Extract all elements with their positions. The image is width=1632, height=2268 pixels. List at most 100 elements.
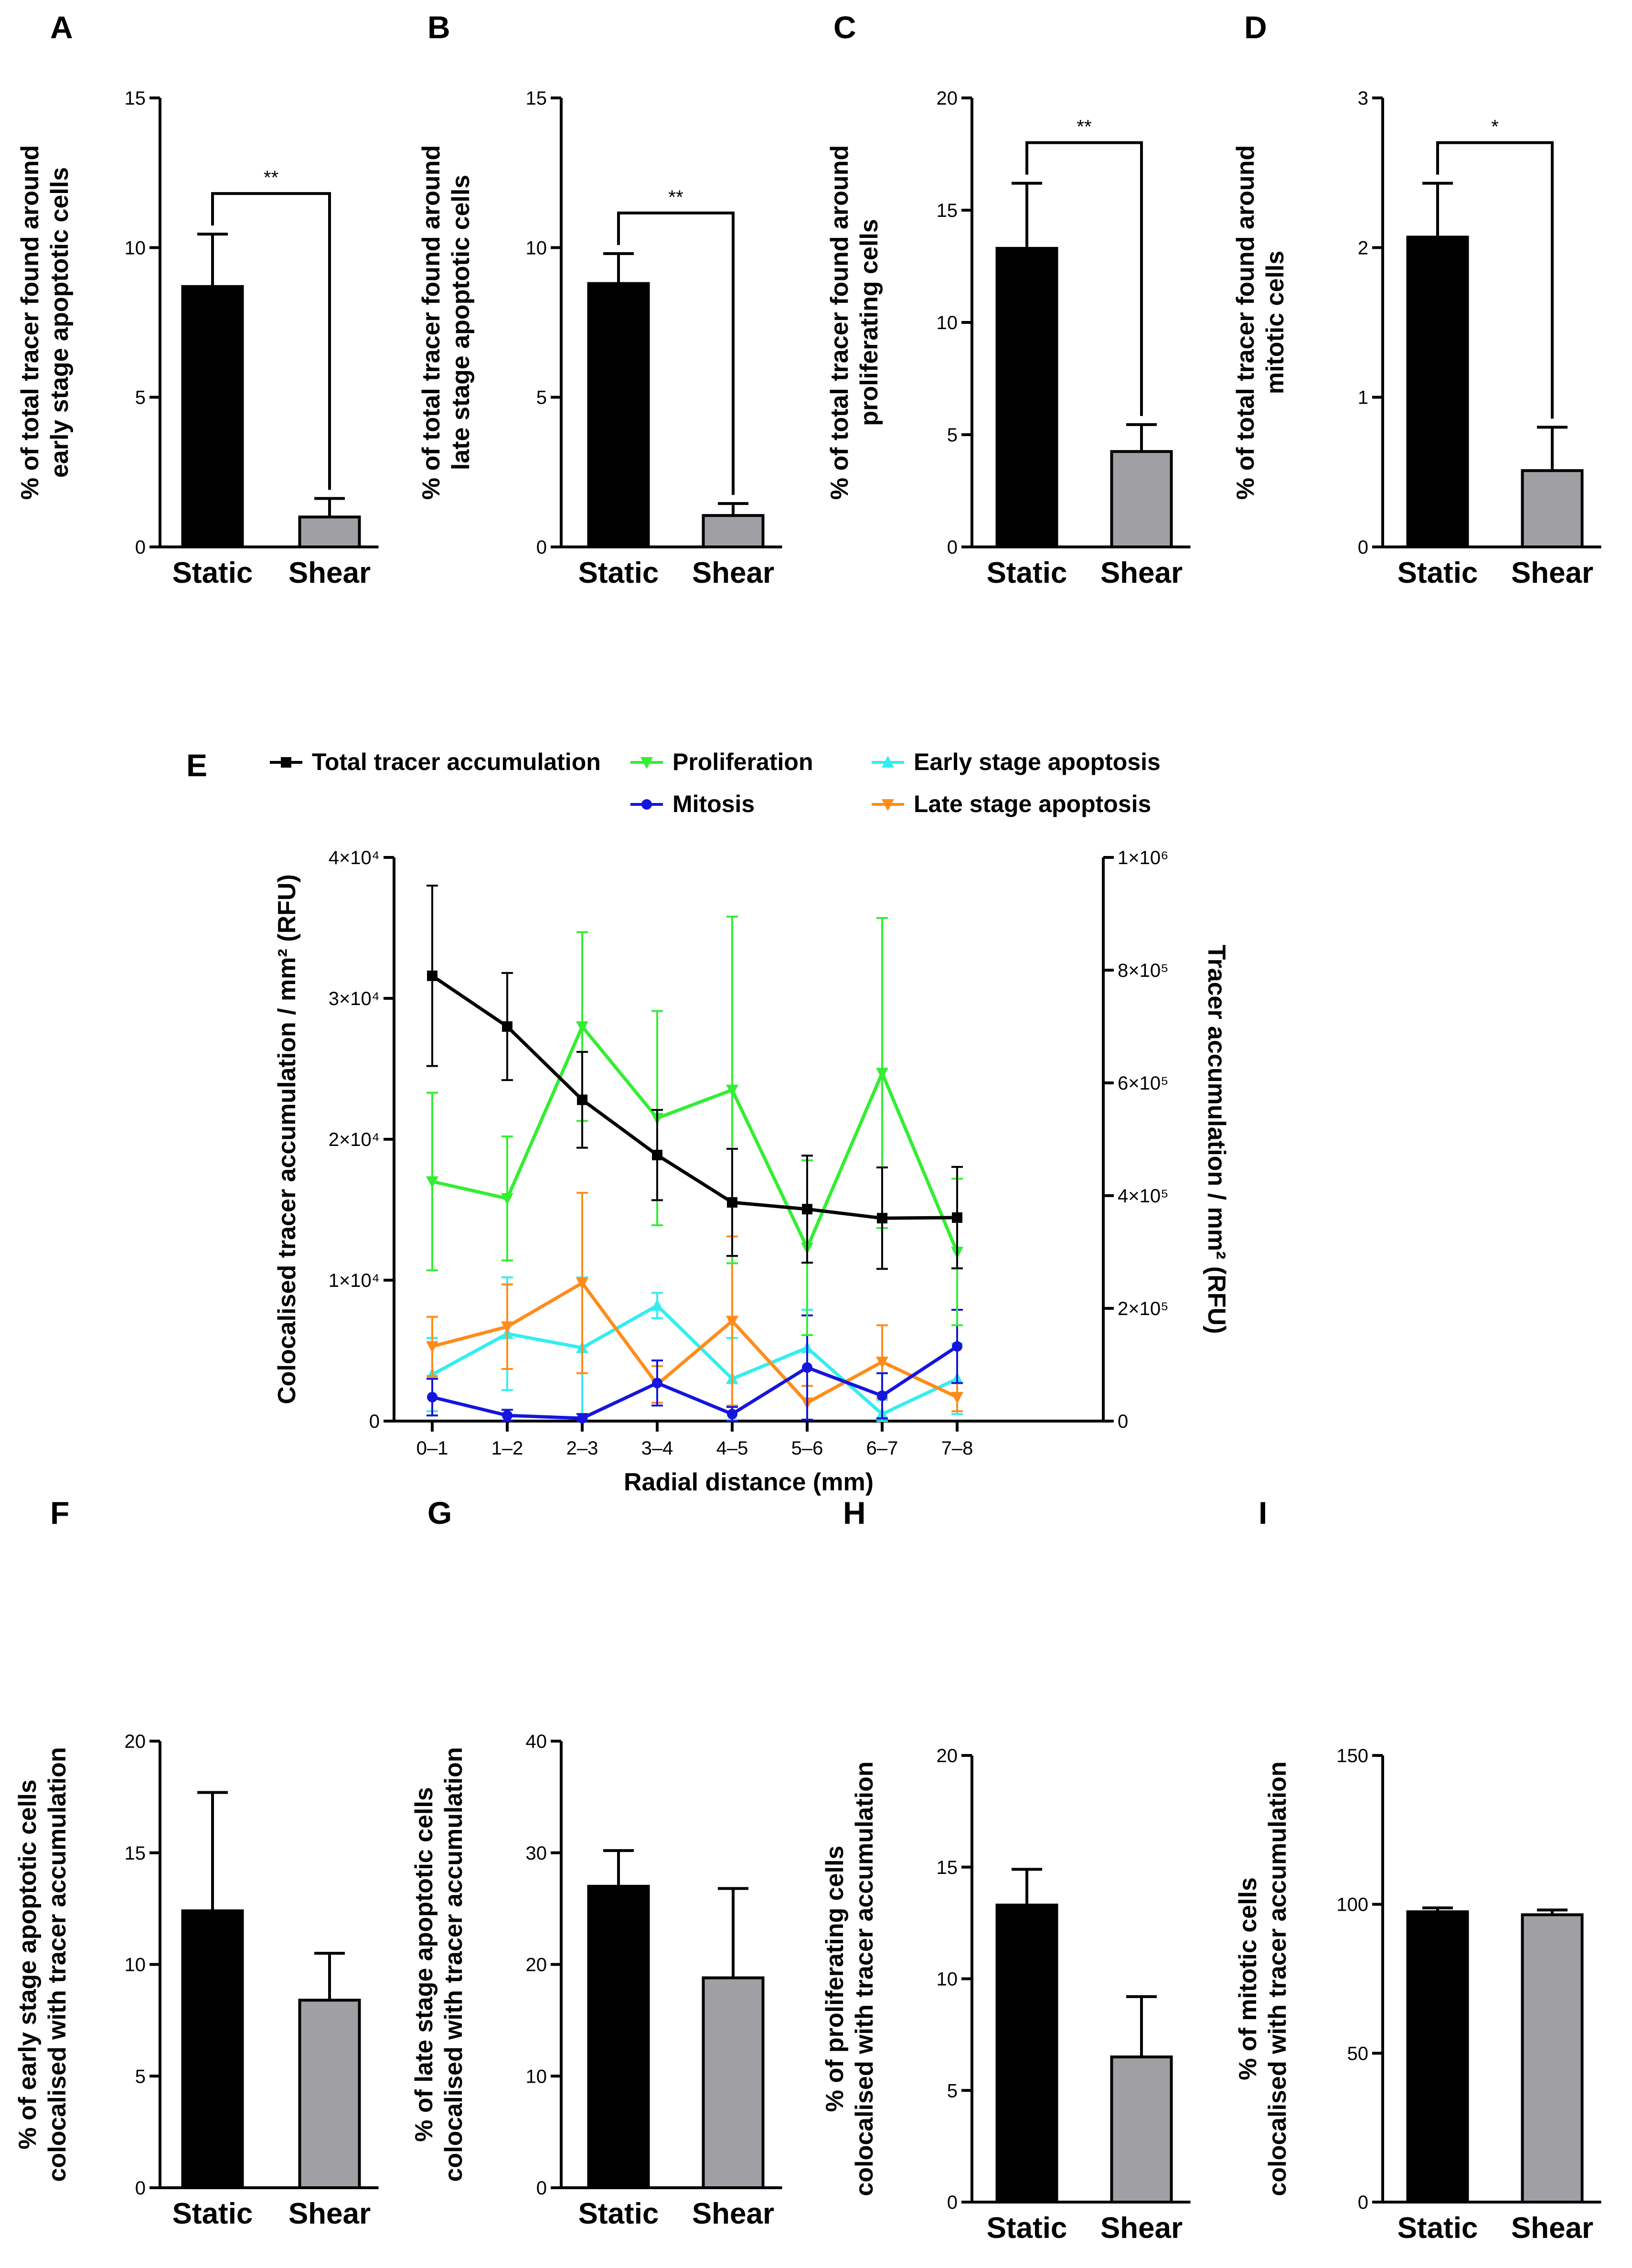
chart-b-ylabel-line: % of total tracer found around	[417, 145, 445, 500]
chart-e-series-mitosis-point	[727, 1409, 737, 1420]
panel-letter-g: G	[427, 1495, 452, 1530]
chart-b-significance-label: **	[668, 187, 683, 208]
panel-letter-f: F	[50, 1495, 69, 1530]
chart-b-ytick-label: 10	[526, 237, 547, 258]
chart-a-ytick-label: 0	[135, 537, 146, 558]
chart-e-ytick-left-label: 4×10⁴	[329, 847, 380, 868]
chart-i-ylabel-line: % of mitotic cells	[1234, 1877, 1262, 2080]
chart-e-series-total-tracer-accumulation-point	[877, 1213, 887, 1224]
chart-h-ylabel: % of proliferating cellscolocalised with…	[821, 1761, 878, 2196]
chart-g-bar-static	[587, 1884, 650, 2189]
chart-e-xtick-label: 2–3	[566, 1438, 598, 1459]
chart-a-ytick-label: 15	[125, 88, 146, 109]
chart-f-bar-shear	[298, 1999, 361, 2189]
chart-b-significance-bracket	[617, 211, 735, 495]
chart-e-ytick-left-label: 1×10⁴	[329, 1270, 380, 1291]
chart-d-significance-bracket	[1436, 141, 1554, 419]
chart-c: 0 5 10 15 20 Static Shear ** % of total tracer f…	[826, 88, 1191, 589]
panel-letter-b: B	[427, 10, 450, 45]
chart-b-ytick-label: 15	[526, 88, 547, 109]
chart-e-series-proliferation-point	[876, 1068, 888, 1080]
chart-g: 0 10 20 30 40 Static Shear % of late stage apop…	[410, 1731, 782, 2230]
chart-g-ytick-label: 20	[526, 1955, 547, 1976]
chart-e-legend-item-total-tracer-accumulation-marker	[281, 757, 291, 768]
chart-h-ytick-label: 10	[937, 1969, 958, 1990]
chart-c-ytick-label: 5	[947, 425, 958, 446]
chart-g-ytick-label: 40	[526, 1731, 547, 1752]
chart-e-series-proliferation-point	[426, 1176, 438, 1188]
chart-e-series-total-tracer-accumulation-point	[952, 1212, 962, 1223]
chart-e-legend-item-mitosis: Mitosis	[630, 791, 755, 817]
chart-e-series-total-tracer-accumulation-point	[652, 1150, 662, 1161]
chart-h-ylabel-line: % of proliferating cells	[821, 1846, 849, 2112]
chart-f-ytick-label: 15	[125, 1843, 146, 1864]
chart-e-series-mitosis-point	[652, 1378, 662, 1389]
chart-h-xtick-label: Shear	[1100, 2212, 1183, 2245]
chart-a-ylabel-line: early stage apoptotic cells	[46, 167, 74, 478]
chart-e-series-total-tracer-accumulation-point	[427, 970, 437, 981]
chart-b-ytick-label: 5	[536, 387, 547, 408]
chart-c-significance-label: **	[1077, 117, 1091, 138]
chart-e-legend-item-early-stage-apoptosis: Early stage apoptosis	[872, 749, 1161, 775]
chart-e-series-total-tracer-accumulation-point	[502, 1021, 512, 1032]
chart-d-ylabel-line: % of total tracer found around	[1232, 145, 1259, 500]
chart-g-ylabel-line: colocalised with tracer accumulation	[440, 1747, 468, 2182]
chart-e-series-late-stage-apoptosis-point	[726, 1316, 738, 1328]
chart-e-xlabel: Radial distance (mm)	[624, 1468, 874, 1496]
chart-e-series-mitosis-point	[877, 1390, 887, 1401]
chart-f-xtick-label: Shear	[288, 2197, 371, 2230]
panel-letter-i: I	[1259, 1495, 1267, 1530]
chart-f-ytick-label: 10	[125, 1955, 146, 1976]
panel-letter-c: C	[833, 10, 856, 45]
chart-d-ytick-label: 0	[1358, 537, 1368, 558]
chart-h-ytick-label: 0	[947, 2192, 958, 2213]
chart-h-xtick-label: Static	[987, 2212, 1067, 2245]
chart-f: 0 5 10 15 20 Static Shear % of early stage apop…	[14, 1731, 379, 2230]
chart-f-ytick-label: 0	[135, 2178, 146, 2199]
chart-d-xtick-label: Static	[1397, 556, 1478, 589]
panel-letter-d: D	[1244, 10, 1267, 45]
chart-a-bar-shear	[298, 515, 361, 549]
panel-letter-e: E	[186, 748, 207, 783]
chart-a: 0 5 10 15 Static Shear ** % of total tracer fou…	[16, 88, 379, 589]
chart-e-xtick-label: 7–8	[941, 1438, 973, 1459]
chart-e-series-early-stage-apoptosis-point	[651, 1299, 663, 1311]
chart-e-legend-item-proliferation-marker	[640, 757, 653, 769]
chart-i-xtick-label: Shear	[1511, 2212, 1593, 2245]
chart-h: 0 5 10 15 20 Static Shear % of proliferating ce…	[821, 1745, 1191, 2245]
chart-e-ytick-right-label: 1×10⁶	[1118, 847, 1169, 868]
chart-e-legend-item-total-tracer-accumulation: Total tracer accumulation	[270, 749, 601, 775]
chart-i-ylabel: % of mitotic cellscolocalised with trace…	[1234, 1761, 1291, 2196]
chart-d-xtick-label: Shear	[1511, 556, 1593, 589]
chart-c-ylabel-line: proliferating cells	[855, 219, 883, 426]
chart-e-ytick-right-label: 0	[1118, 1411, 1128, 1432]
chart-b-bar-static	[587, 282, 650, 548]
chart-i: 0 50 100 150 Static Shear % of mitotic cellsco…	[1234, 1745, 1601, 2245]
chart-c-ytick-label: 15	[937, 200, 958, 221]
chart-e-series-early-stage-apoptosis-line	[431, 1303, 958, 1416]
chart-b-ylabel: % of total tracer found aroundlate stage…	[417, 145, 475, 500]
chart-g-ytick-label: 0	[536, 2178, 547, 2199]
chart-e-ylabel-right: Tracer accumulation / mm² (RFU)	[1203, 945, 1230, 1334]
chart-f-bar-static	[181, 1909, 244, 2190]
chart-e-legend-item-proliferation-label: Proliferation	[672, 749, 813, 775]
chart-g-xtick-label: Static	[578, 2197, 659, 2230]
chart-e-legend-item-mitosis-label: Mitosis	[672, 791, 755, 817]
panel-letters: A B C D E F G H I	[50, 10, 1267, 1530]
chart-e-series-mitosis-point	[502, 1410, 512, 1421]
chart-e-legend: Total tracer accumulation Proliferation Ea…	[270, 749, 1161, 817]
chart-e-series-late-stage-apoptosis-point	[876, 1357, 888, 1369]
chart-d-ylabel: % of total tracer found aroundmitotic ce…	[1232, 145, 1289, 500]
chart-a-ylabel-line: % of total tracer found around	[16, 145, 44, 500]
chart-a-ylabel: % of total tracer found aroundearly stag…	[16, 145, 74, 500]
chart-a-bar-static	[181, 285, 244, 548]
chart-e-series-total-tracer-accumulation-point	[577, 1094, 587, 1105]
panel-letter-h: H	[843, 1495, 866, 1530]
chart-e-legend-item-proliferation: Proliferation	[630, 749, 813, 775]
chart-g-ytick-label: 10	[526, 2066, 547, 2087]
chart-e-legend-item-late-stage-apoptosis: Late stage apoptosis	[872, 791, 1151, 817]
chart-d-ytick-label: 1	[1358, 387, 1368, 408]
chart-e-series-proliferation-point	[501, 1193, 513, 1205]
chart-e: 0 1×10⁴ 2×10⁴ 3×10⁴ 4×10⁴ 0 2×10⁵ 4×10⁵ 6×10⁵ 8×1…	[270, 749, 1230, 1496]
